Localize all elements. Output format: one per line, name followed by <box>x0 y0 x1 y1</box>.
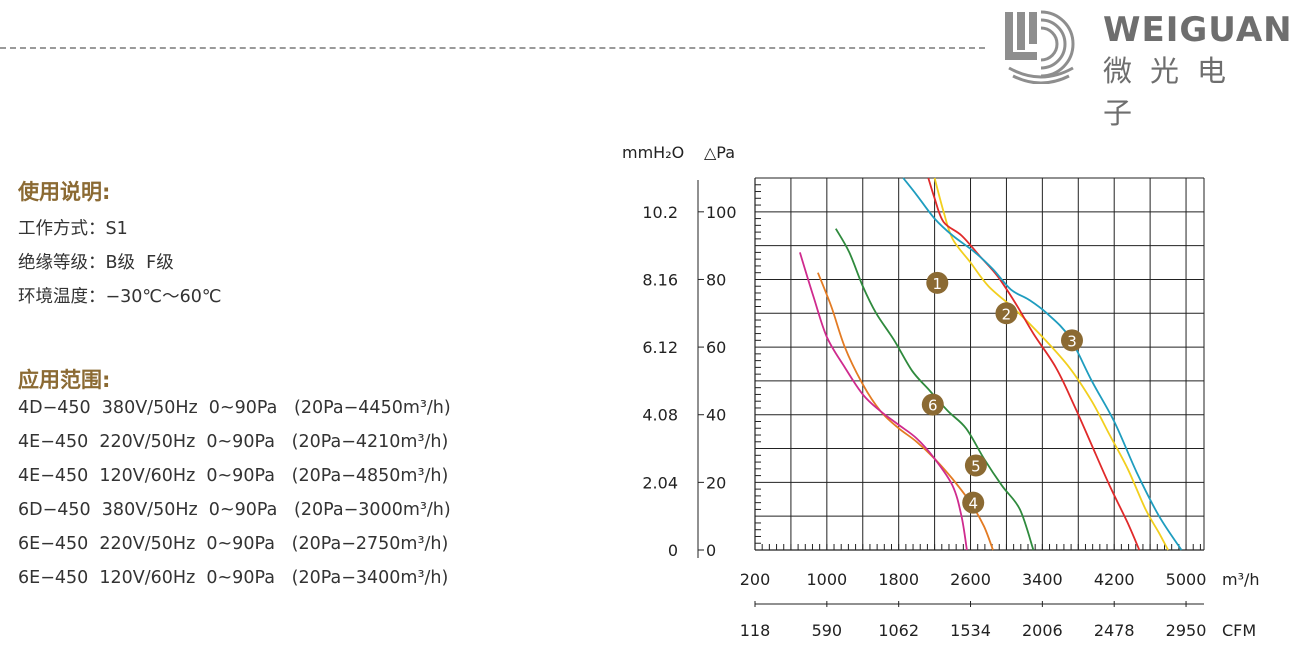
x-tick-label: 1800 <box>878 570 919 589</box>
series-marker-1 <box>926 271 949 294</box>
y-axis-label-left: mmH₂O <box>622 143 684 162</box>
series-line-2 <box>927 177 1141 551</box>
x-tick-label: 2600 <box>950 570 991 589</box>
x-tick-label: 200 <box>740 570 771 589</box>
series-line-6 <box>835 228 1035 551</box>
cfm-tick-label: 2478 <box>1094 621 1135 640</box>
cfm-axis-unit-label: CFM <box>1222 621 1256 640</box>
series-line-3 <box>902 177 1183 551</box>
series-marker-6 <box>921 393 944 416</box>
performance-chart: 0 0 20 2.04 40 4.08 60 6.12 80 8.16 100 10.2 mmH₂O △P… <box>622 143 1260 640</box>
series-marker-label-6: 6 <box>928 397 938 415</box>
x-tick-label: 5000 <box>1166 570 1207 589</box>
usage-line: 环境温度：−30℃～60℃ <box>18 287 222 307</box>
cfm-tick-label: 1534 <box>950 621 991 640</box>
series-marker-label-3: 3 <box>1067 332 1077 350</box>
usage-line: 工作方式：S1 <box>18 219 128 239</box>
brand-logo: WEIGUANG 微光电子 <box>1003 6 1290 130</box>
y-tick-label-mm: 10.2 <box>642 203 678 222</box>
cfm-tick-label: 1062 <box>878 621 919 640</box>
brand-name-en: WEIGUANG <box>1103 10 1290 50</box>
series-line-1 <box>933 177 1169 551</box>
brand-name-cn: 微光电子 <box>1103 54 1245 130</box>
x-tick-label: 1000 <box>806 570 847 589</box>
cfm-tick-label: 590 <box>812 621 843 640</box>
y-tick-label-pa: 80 <box>706 270 726 289</box>
model-line: 4E−450 120V/60Hz 0~90Pa (20Pa−4850m³/h) <box>18 466 449 486</box>
y-tick-label-pa: 0 <box>706 541 716 560</box>
model-line: 6E−450 220V/50Hz 0~90Pa (20Pa−2750m³/h) <box>18 534 449 554</box>
series-marker-2 <box>995 302 1018 325</box>
series-marker-label-1: 1 <box>933 275 943 293</box>
series-marker-label-5: 5 <box>971 457 981 475</box>
x-axis-unit-label: m³/h <box>1222 570 1260 589</box>
cfm-tick-label: 2950 <box>1166 621 1207 640</box>
model-line: 4E−450 220V/50Hz 0~90Pa (20Pa−4210m³/h) <box>18 432 449 452</box>
y-tick-label-pa: 20 <box>706 473 726 492</box>
x-tick-label: 3400 <box>1022 570 1063 589</box>
usage-title: 使用说明: <box>18 180 111 204</box>
cfm-tick-label: 118 <box>740 621 771 640</box>
y-tick-label-pa: 60 <box>706 338 726 357</box>
series-marker-3 <box>1060 329 1083 352</box>
y-tick-label-mm: 2.04 <box>642 473 678 492</box>
series-line-5 <box>799 252 968 551</box>
model-line: 6D−450 380V/50Hz 0~90Pa (20Pa−3000m³/h) <box>18 500 451 520</box>
y-tick-label-pa: 100 <box>706 203 737 222</box>
header-dashed-rule <box>0 47 985 49</box>
y-tick-label-mm: 0 <box>668 541 678 560</box>
y-axis-label-right: △Pa <box>704 143 735 162</box>
cfm-tick-label: 2006 <box>1022 621 1063 640</box>
application-title: 应用范围: <box>18 368 111 392</box>
y-tick-label-mm: 8.16 <box>642 270 678 289</box>
series-marker-label-2: 2 <box>1002 305 1012 323</box>
series-marker-5 <box>964 454 987 477</box>
model-line: 4D−450 380V/50Hz 0~90Pa (20Pa−4450m³/h) <box>18 398 451 418</box>
x-tick-label: 4200 <box>1094 570 1135 589</box>
model-line: 6E−450 120V/60Hz 0~90Pa (20Pa−3400m³/h) <box>18 568 449 588</box>
weiguang-logo-icon <box>1005 10 1075 84</box>
y-tick-label-pa: 40 <box>706 406 726 425</box>
series-marker-label-4: 4 <box>968 495 978 513</box>
series-marker-4 <box>962 491 985 514</box>
usage-line: 绝缘等级：B级 F级 <box>18 253 174 273</box>
y-tick-label-mm: 4.08 <box>642 406 678 425</box>
y-tick-label-mm: 6.12 <box>642 338 678 357</box>
